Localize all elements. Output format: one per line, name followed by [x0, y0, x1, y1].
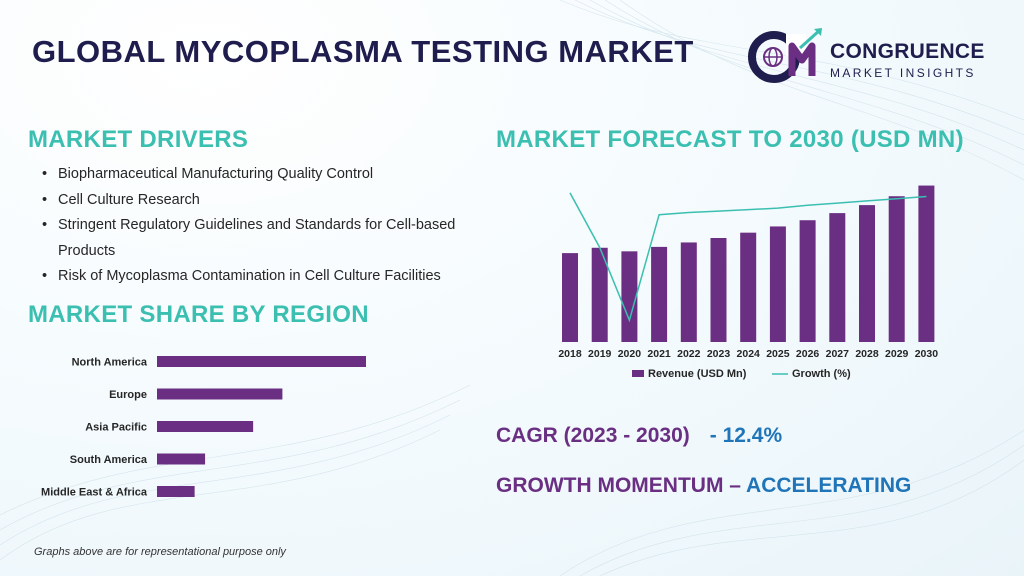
year-tick-label: 2028 — [855, 348, 879, 360]
brand-name: CONGRUENCE — [830, 40, 985, 63]
driver-item: Biopharmaceutical Manufacturing Quality … — [40, 162, 510, 188]
region-bar — [157, 388, 283, 400]
driver-item: Stringent Regulatory Guidelines and Stan… — [40, 213, 510, 264]
cagr-value: - 12.4% — [709, 424, 783, 447]
region-label: North America — [72, 357, 148, 369]
cagr-line: CAGR (2023 - 2030) - 12.4% — [496, 424, 782, 448]
market-share-heading: MARKET SHARE BY REGION — [28, 301, 369, 328]
market-drivers-list: Biopharmaceutical Manufacturing Quality … — [40, 162, 510, 290]
forecast-bar — [859, 205, 875, 342]
year-tick-label: 2020 — [618, 348, 642, 360]
growth-momentum-label: GROWTH MOMENTUM – — [496, 474, 741, 497]
logo-mark — [748, 28, 822, 83]
forecast-bar — [591, 247, 608, 342]
region-bar — [157, 421, 254, 432]
forecast-bar — [562, 253, 578, 342]
forecast-bar — [651, 246, 668, 342]
globe-icon — [763, 47, 783, 67]
legend-growth-label: Growth (%) — [792, 368, 851, 380]
forecast-bar — [710, 238, 727, 342]
region-bar — [157, 486, 195, 497]
driver-item: Cell Culture Research — [40, 188, 510, 214]
region-share-chart: North America Europe Asia Pacific South Ame… — [41, 356, 366, 499]
year-tick-label: 2021 — [647, 348, 671, 360]
forecast-bar — [888, 196, 905, 342]
year-tick-label: 2022 — [677, 348, 701, 360]
market-drivers-heading: MARKET DRIVERS — [28, 126, 249, 153]
forecast-bar — [918, 185, 935, 342]
year-tick-label: 2019 — [588, 348, 612, 360]
brand-tagline: MARKET INSIGHTS — [830, 66, 976, 80]
forecast-bar — [799, 220, 816, 342]
cagr-label: CAGR (2023 - 2030) — [496, 424, 690, 447]
brand-logo: CONGRUENCE MARKET INSIGHTS — [748, 24, 998, 86]
year-tick-label: 2027 — [826, 348, 850, 360]
region-label: South America — [70, 454, 148, 466]
footnote: Graphs above are for representational pu… — [34, 546, 286, 558]
forecast-bar — [829, 213, 846, 342]
region-label: Middle East & Africa — [41, 487, 148, 499]
forecast-bar — [740, 232, 757, 342]
year-tick-label: 2018 — [558, 348, 582, 360]
market-forecast-heading: MARKET FORECAST TO 2030 (USD MN) — [496, 126, 964, 153]
region-bar — [157, 356, 366, 367]
year-tick-label: 2029 — [885, 348, 909, 360]
legend-revenue-swatch — [632, 370, 644, 377]
region-bar — [157, 453, 206, 465]
growth-momentum-value: ACCELERATING — [746, 474, 912, 497]
page-title: GLOBAL MYCOPLASMA TESTING MARKET — [32, 34, 694, 69]
growth-line — [569, 192, 927, 323]
year-tick-label: 2030 — [915, 348, 939, 360]
forecast-bar — [769, 226, 786, 342]
year-tick-label: 2023 — [707, 348, 731, 360]
driver-item: Risk of Mycoplasma Contamination in Cell… — [40, 264, 510, 290]
year-tick-label: 2025 — [766, 348, 790, 360]
growth-momentum-line: GROWTH MOMENTUM – ACCELERATING — [496, 474, 911, 498]
forecast-chart: 2018 2019 2020 2021 2022 2023 2024 2025 2026 2027… — [558, 185, 939, 380]
region-label: Europe — [109, 389, 147, 401]
region-label: Asia Pacific — [85, 422, 147, 434]
year-tick-label: 2024 — [737, 348, 761, 360]
year-tick-label: 2026 — [796, 348, 820, 360]
legend-revenue-label: Revenue (USD Mn) — [648, 368, 747, 380]
forecast-bar — [621, 251, 638, 342]
forecast-bar — [680, 242, 697, 342]
